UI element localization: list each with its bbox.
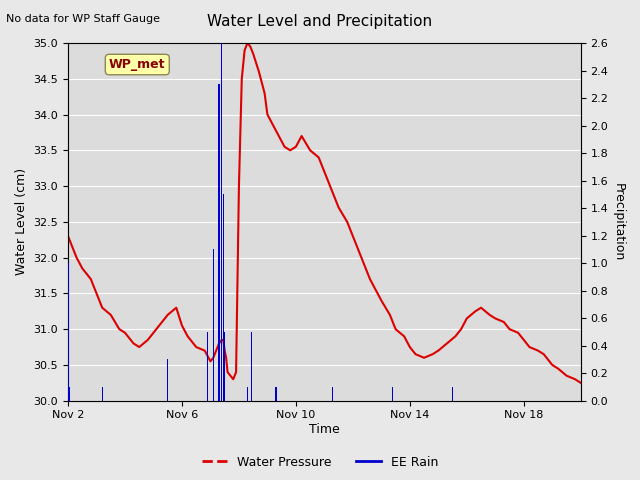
Bar — [224, 332, 225, 401]
Bar — [69, 387, 70, 401]
Y-axis label: Water Level (cm): Water Level (cm) — [15, 168, 28, 276]
Bar — [247, 387, 248, 401]
Bar — [167, 360, 168, 401]
Bar — [207, 332, 208, 401]
Bar — [218, 84, 220, 401]
Text: WP_met: WP_met — [109, 58, 166, 71]
Y-axis label: Precipitation: Precipitation — [612, 183, 625, 261]
Text: No data for WP Staff Gauge: No data for WP Staff Gauge — [6, 14, 161, 24]
Bar — [392, 387, 394, 401]
Bar — [223, 194, 224, 401]
Bar — [275, 387, 276, 401]
Bar — [212, 250, 214, 401]
Bar — [221, 43, 223, 401]
Bar — [251, 332, 252, 401]
Bar — [452, 387, 453, 401]
Bar — [67, 263, 68, 401]
X-axis label: Time: Time — [309, 423, 340, 436]
Text: Water Level and Precipitation: Water Level and Precipitation — [207, 14, 433, 29]
Bar — [332, 387, 333, 401]
Legend: Water Pressure, EE Rain: Water Pressure, EE Rain — [196, 451, 444, 474]
Bar — [102, 387, 103, 401]
